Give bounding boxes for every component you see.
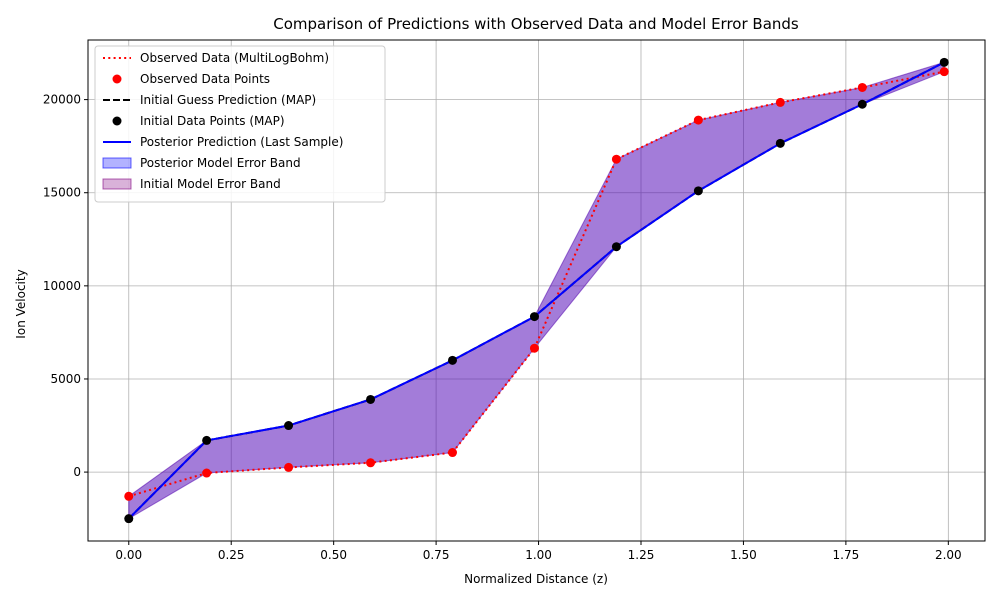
chart-title: Comparison of Predictions with Observed … [273,15,799,33]
y-tick-label-4: 20000 [43,93,81,107]
legend-label-band-0: Posterior Model Error Band [140,156,301,170]
x-tick-label-6: 1.50 [730,548,757,562]
legend-label-series-2: Initial Guess Prediction (MAP) [140,93,316,107]
legend-entry-series-2: Initial Guess Prediction (MAP) [103,93,316,107]
legend-swatch-series-1 [112,74,122,84]
x-tick-label-4: 1.00 [525,548,552,562]
series-1-point-3 [366,458,376,468]
series-1-point-0 [124,491,134,501]
legend-entry-series-3: Initial Data Points (MAP) [112,114,285,128]
series-1-point-7 [693,115,703,125]
series-3-point-1 [202,435,212,445]
series-3-point-6 [611,242,621,252]
series-3-point-7 [693,186,703,196]
legend-label-series-4: Posterior Prediction (Last Sample) [140,135,343,149]
x-tick-label-5: 1.25 [628,548,655,562]
x-tick-label-7: 1.75 [833,548,860,562]
legend: Observed Data (MultiLogBohm) Observed Dat… [94,45,386,203]
series-3-point-9 [857,99,867,109]
y-axis-label: Ion Velocity [14,269,28,338]
legend-label-series-1: Observed Data Points [140,72,270,86]
series-1-point-9 [857,82,867,92]
series-3-point-3 [366,394,376,404]
plot-frame [87,39,986,542]
y-tick-label-1: 5000 [50,372,81,386]
series-3-point-10 [939,57,949,67]
legend-entry-band-1: Initial Model Error Band [102,177,281,191]
legend-label-band-1: Initial Model Error Band [140,177,281,191]
legend-entry-band-0: Posterior Model Error Band [102,156,301,170]
x-tick-label-8: 2.00 [935,548,962,562]
series-1-point-5 [529,343,539,353]
legend-box [94,45,386,203]
legend-label-series-0: Observed Data (MultiLogBohm) [140,51,329,65]
data-points [124,57,949,524]
series-1-point-2 [284,462,294,472]
series-1-point-1 [202,468,212,478]
y-tick-label-3: 15000 [43,186,81,200]
series-3-point-4 [447,355,457,365]
legend-swatch-band-0 [102,157,132,169]
series-3-point-5 [529,312,539,322]
series-3-point-2 [284,421,294,431]
series-1-point-10 [939,67,949,77]
series-3-point-8 [775,138,785,148]
series-1-point-4 [447,448,457,458]
x-tick-label-1: 0.25 [218,548,245,562]
series-1-point-6 [611,154,621,164]
legend-swatch-series-3 [112,116,122,126]
axes: 0.00 0.25 0.50 0.75 1.00 1.25 1.50 1.75 2.00 0 500… [43,39,986,562]
x-tick-label-3: 0.75 [423,548,450,562]
y-tick-label-2: 10000 [43,279,81,293]
x-axis-label: Normalized Distance (z) [464,572,608,586]
y-tick-label-0: 0 [73,465,81,479]
series-3-point-0 [124,514,134,524]
legend-label-series-3: Initial Data Points (MAP) [140,114,285,128]
legend-swatch-band-1 [102,178,132,190]
legend-entry-series-1: Observed Data Points [112,72,270,86]
x-tick-label-0: 0.00 [115,548,142,562]
x-tick-label-2: 0.50 [320,548,347,562]
legend-entry-series-4: Posterior Prediction (Last Sample) [103,135,343,149]
legend-entry-series-0: Observed Data (MultiLogBohm) [103,51,329,65]
series-1-point-8 [775,97,785,107]
